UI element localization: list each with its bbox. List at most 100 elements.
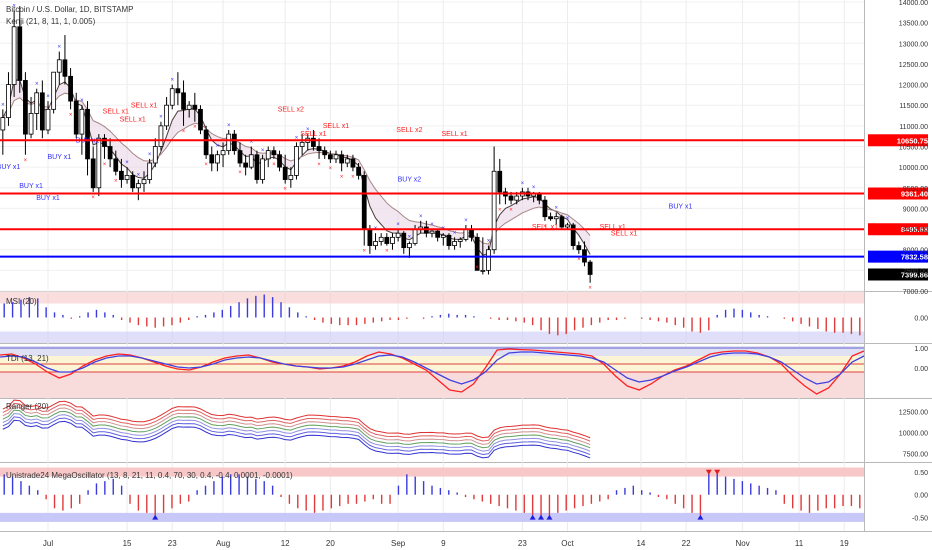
candle-body[interactable] xyxy=(282,166,288,180)
candle-body[interactable] xyxy=(553,216,559,220)
candle-body[interactable] xyxy=(141,179,147,185)
candle-body[interactable] xyxy=(486,249,491,271)
candle-body[interactable] xyxy=(56,59,62,73)
candle-body[interactable] xyxy=(248,154,254,168)
candle-body[interactable] xyxy=(226,133,232,152)
candle-body[interactable] xyxy=(469,228,474,238)
candle-body[interactable] xyxy=(294,146,299,176)
candle-body[interactable] xyxy=(288,174,294,180)
candle-body[interactable] xyxy=(152,146,158,164)
candle-body[interactable] xyxy=(130,174,136,189)
candle-body[interactable] xyxy=(344,158,350,164)
candle-body[interactable] xyxy=(457,238,463,242)
candle-body[interactable] xyxy=(28,113,34,135)
candle-body[interactable] xyxy=(299,141,305,147)
candle-body[interactable] xyxy=(209,154,215,164)
candle-body[interactable] xyxy=(260,158,265,180)
candle-body[interactable] xyxy=(440,234,446,238)
candle-body[interactable] xyxy=(350,158,356,168)
candle-body[interactable] xyxy=(119,170,124,180)
candle-body[interactable] xyxy=(384,236,390,244)
candle-body[interactable] xyxy=(158,125,164,147)
candle-body[interactable] xyxy=(576,245,582,251)
candle-body[interactable] xyxy=(316,146,322,152)
candle-body[interactable] xyxy=(62,59,68,77)
candle-body[interactable] xyxy=(429,230,435,234)
candle-body[interactable] xyxy=(237,150,243,164)
candle-body[interactable] xyxy=(277,154,282,168)
candle-body[interactable] xyxy=(231,133,237,152)
candle-body[interactable] xyxy=(17,26,23,81)
candle-body[interactable] xyxy=(361,174,367,230)
candle-body[interactable] xyxy=(175,88,181,94)
candle-body[interactable] xyxy=(107,146,113,160)
candle-body[interactable] xyxy=(548,216,553,220)
candle-body[interactable] xyxy=(390,236,395,244)
candle-body[interactable] xyxy=(311,137,316,147)
megaoscillator-panel[interactable] xyxy=(0,467,864,522)
candle-body[interactable] xyxy=(85,108,90,160)
candle-body[interactable] xyxy=(186,104,192,110)
candle-body[interactable] xyxy=(254,154,260,180)
candle-body[interactable] xyxy=(327,154,333,160)
candle-body[interactable] xyxy=(271,150,277,156)
msi-panel[interactable] xyxy=(0,292,864,343)
candle-body[interactable] xyxy=(536,193,542,201)
candle-body[interactable] xyxy=(198,108,203,131)
candle-body[interactable] xyxy=(164,104,169,127)
candle-body[interactable] xyxy=(446,234,452,246)
candle-body[interactable] xyxy=(124,174,130,180)
main-price-panel[interactable]: × × × × × × × × × × × × × × × × × × × × × × × × × × × × × × × × × × × × × × × ×… xyxy=(0,3,692,291)
candle-body[interactable] xyxy=(587,261,593,275)
candle-body[interactable] xyxy=(265,150,271,160)
candle-body[interactable] xyxy=(192,104,198,110)
candle-body[interactable] xyxy=(45,108,51,131)
candle-body[interactable] xyxy=(565,224,570,228)
candle-body[interactable] xyxy=(542,199,548,218)
candle-body[interactable] xyxy=(68,75,73,102)
candle-body[interactable] xyxy=(23,80,28,135)
candle-body[interactable] xyxy=(339,154,345,164)
candle-body[interactable] xyxy=(395,232,401,238)
candle-body[interactable] xyxy=(435,230,441,238)
tdi-panel[interactable] xyxy=(0,346,865,398)
candle-body[interactable] xyxy=(322,150,328,156)
candle-body[interactable] xyxy=(356,166,361,176)
candle-body[interactable] xyxy=(73,100,79,135)
candle-body[interactable] xyxy=(508,195,514,201)
candle-body[interactable] xyxy=(401,232,407,249)
candle-body[interactable] xyxy=(373,241,378,246)
candle-body[interactable] xyxy=(480,269,486,272)
candle-body[interactable] xyxy=(474,236,480,271)
candle-body[interactable] xyxy=(11,26,17,85)
ranger-panel[interactable] xyxy=(2,399,591,459)
candle-body[interactable] xyxy=(367,228,373,246)
candle-body[interactable] xyxy=(135,183,141,189)
candle-body[interactable] xyxy=(79,108,85,135)
candle-body[interactable] xyxy=(220,150,226,156)
candle-body[interactable] xyxy=(39,92,45,131)
candle-body[interactable] xyxy=(243,162,249,168)
candle-body[interactable] xyxy=(96,137,102,189)
candle-body[interactable] xyxy=(6,84,11,118)
candle-body[interactable] xyxy=(570,224,576,246)
candle-body[interactable] xyxy=(215,154,220,164)
candle-body[interactable] xyxy=(491,170,497,251)
candle-body[interactable] xyxy=(169,88,175,106)
candle-body[interactable] xyxy=(452,241,457,246)
candle-body[interactable] xyxy=(333,154,339,160)
candle-body[interactable] xyxy=(51,71,57,110)
candle-body[interactable] xyxy=(113,158,119,172)
candle-body[interactable] xyxy=(378,236,384,242)
candle-body[interactable] xyxy=(463,228,469,240)
candle-body[interactable] xyxy=(559,216,565,228)
candle-body[interactable] xyxy=(514,195,520,201)
candle-body[interactable] xyxy=(102,137,107,147)
candle-body[interactable] xyxy=(34,92,40,114)
candle-body[interactable] xyxy=(90,158,96,189)
candle-body[interactable] xyxy=(0,117,6,131)
candle-body[interactable] xyxy=(181,92,186,110)
candle-body[interactable] xyxy=(412,228,418,244)
candle-body[interactable] xyxy=(147,162,153,180)
candle-body[interactable] xyxy=(407,243,412,249)
